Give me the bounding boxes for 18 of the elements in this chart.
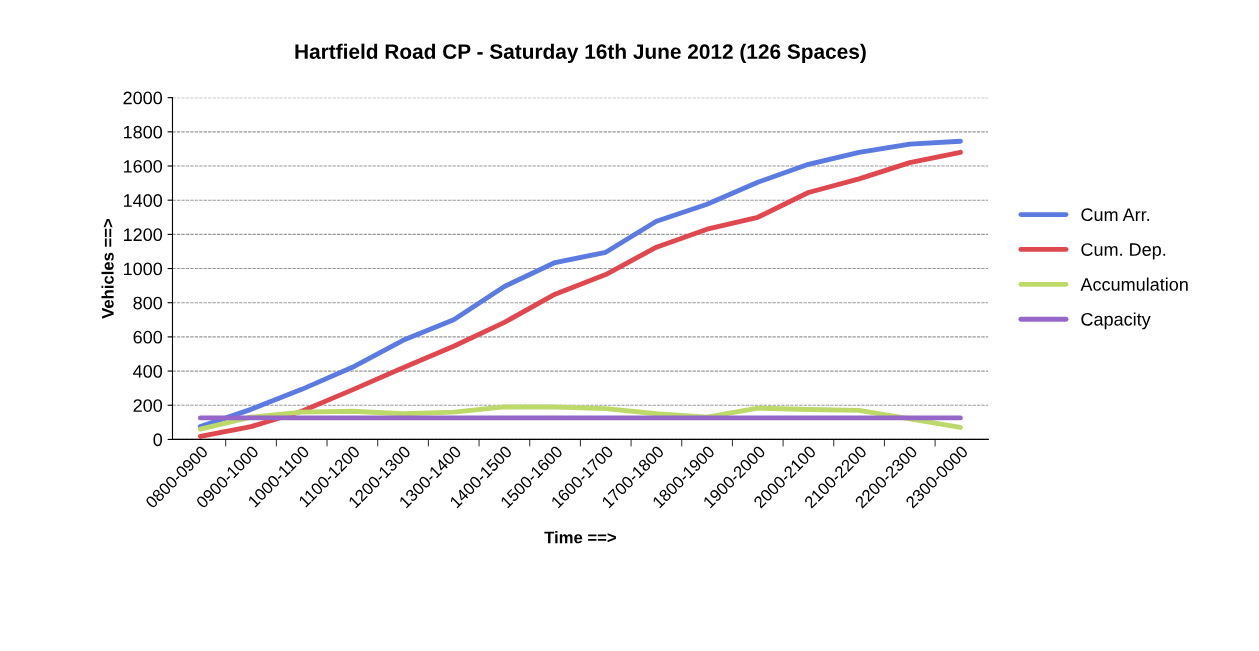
legend-label: Cum. Dep. [1081,243,1166,260]
y-tick-label: 600 [133,330,163,344]
y-tick-label: 0 [153,433,163,447]
y-tick-label: 1800 [123,125,163,139]
y-tick-label: 1000 [123,262,163,276]
y-tick-label: 400 [133,365,163,378]
legend-label: Cum Arr. [1081,208,1150,222]
y-tick-label: 2000 [123,91,163,105]
legend-label: Capacity [1081,312,1151,330]
y-tick-label: 800 [133,296,163,310]
y-tick-label: 1200 [123,228,163,242]
chart-title: Hartfield Road CP - Saturday 16th June 2012 (126 Spaces) [295,43,866,64]
x-axis-title: Time ==> [544,531,616,544]
y-axis-title: Vehicles ==> [101,218,114,319]
y-tick-label: 1400 [123,194,163,207]
legend-label: Accumulation [1080,277,1188,291]
y-tick-label: 1600 [123,159,163,173]
y-tick-label: 200 [133,399,163,412]
